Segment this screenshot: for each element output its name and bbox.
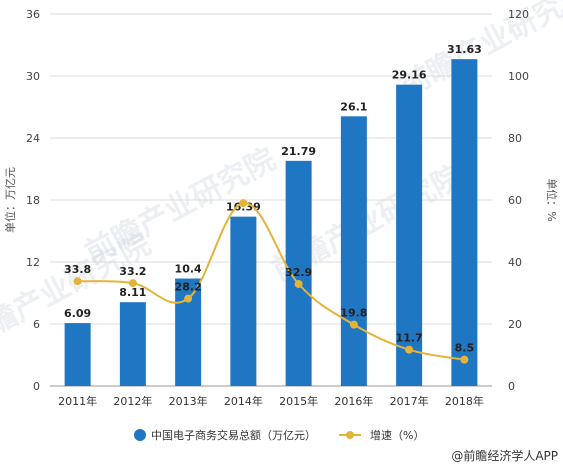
growth-point [405, 345, 414, 354]
category-labels: 2011年 2012年 2013年 2014年 2015年 2016年 2017年 2018年 [58, 394, 484, 408]
bar [64, 323, 91, 386]
growth-value-label: 11.7 [396, 332, 423, 345]
growth-point [73, 277, 82, 286]
legend-bar-swatch [134, 429, 146, 441]
y-axis-label-right: 单位：% [545, 178, 559, 221]
category-label: 2012年 [113, 394, 152, 408]
category-label: 2015年 [279, 394, 318, 408]
bar-value-label: 26.1 [340, 100, 367, 113]
left-tick-label: 12 [26, 256, 40, 269]
bar [119, 302, 146, 386]
bar-value-label: 31.63 [447, 43, 482, 56]
category-label: 2011年 [58, 394, 97, 408]
growth-value-label: 19.8 [340, 307, 367, 320]
growth-line [77, 202, 465, 361]
bar [396, 84, 423, 387]
left-axis-ticks: 0 6 12 18 24 30 36 [26, 8, 40, 393]
category-label: 2013年 [169, 394, 208, 408]
bar-value-label: 29.16 [392, 69, 427, 82]
right-tick-label: 80 [508, 132, 522, 145]
left-tick-label: 18 [26, 194, 40, 207]
growth-value-label: 28.2 [175, 281, 202, 294]
left-tick-label: 36 [26, 8, 40, 21]
growth-point [184, 294, 193, 303]
legend-line-label: 增速（%） [370, 428, 424, 442]
right-axis-ticks: 0 20 40 60 80 100 120 [508, 8, 529, 393]
growth-point [349, 320, 358, 329]
category-label: 2016年 [334, 394, 373, 408]
y-axis-label-left: 单位：万亿元 [3, 167, 17, 233]
category-label: 2014年 [224, 394, 263, 408]
growth-point [460, 355, 469, 364]
growth-point [128, 279, 137, 288]
category-label: 2017年 [390, 394, 429, 408]
right-tick-label: 60 [508, 194, 522, 207]
right-tick-label: 100 [508, 70, 529, 83]
growth-value-label: 8.5 [455, 342, 475, 355]
left-tick-label: 6 [33, 318, 40, 331]
growth-value-label: 32.9 [285, 266, 312, 279]
legend-bar-label: 中国电子商务交易总额（万亿元） [151, 428, 316, 442]
left-tick-label: 30 [26, 70, 40, 83]
growth-value-label: 33.2 [119, 265, 146, 278]
right-tick-label: 0 [508, 380, 515, 393]
growth-point [239, 199, 248, 208]
legend: 中国电子商务交易总额（万亿元） 增速（%） [134, 428, 424, 442]
line-series: 33.8 33.2 28.2 32.9 19.8 11.7 8.5 [64, 199, 474, 364]
growth-point [294, 280, 303, 289]
source-credit: @前瞻经济学人APP [451, 448, 558, 463]
bar-value-label: 8.11 [119, 286, 146, 299]
bar [230, 216, 257, 386]
left-tick-label: 0 [33, 380, 40, 393]
left-tick-label: 24 [26, 132, 40, 145]
bar-value-label: 6.09 [64, 307, 91, 320]
growth-value-label: 33.8 [64, 263, 91, 276]
bar [451, 59, 478, 386]
bar-value-label: 21.79 [281, 145, 316, 158]
right-tick-label: 20 [508, 318, 522, 331]
category-label: 2018年 [445, 394, 484, 408]
bar-value-label: 10.4 [175, 263, 202, 276]
right-tick-label: 120 [508, 8, 529, 21]
bar [340, 116, 367, 387]
legend-line-marker [346, 431, 354, 439]
right-tick-label: 40 [508, 256, 522, 269]
